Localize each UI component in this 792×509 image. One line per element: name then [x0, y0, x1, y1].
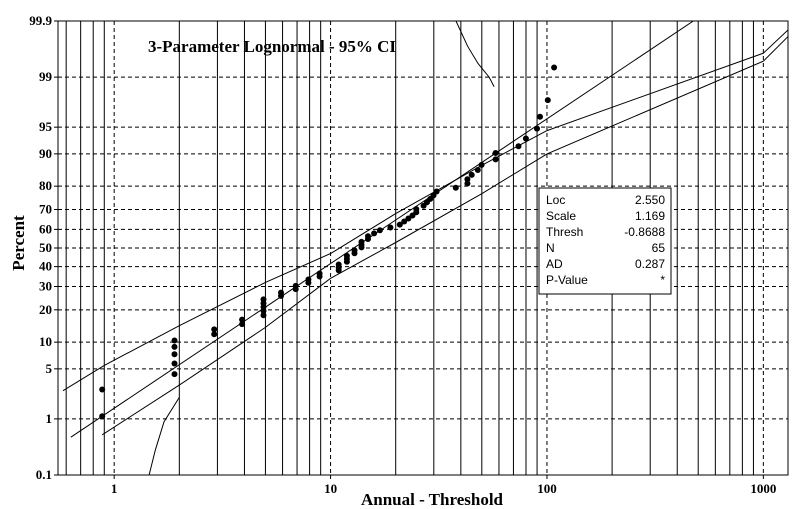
data-point: [171, 337, 178, 344]
y-tick-label: 30: [39, 279, 52, 294]
y-tick-label: 0.1: [36, 467, 52, 482]
stat-label: N: [546, 241, 555, 255]
chart-title: 3-Parameter Lognormal - 95% CI: [148, 37, 396, 56]
y-tick-label: 95: [39, 119, 53, 134]
upper-tail-curve: [455, 21, 495, 87]
data-point: [515, 143, 522, 150]
y-axis-label: Percent: [9, 215, 28, 271]
stat-label: Loc: [546, 193, 565, 207]
grid: [58, 21, 788, 475]
data-point: [171, 343, 178, 350]
data-point: [211, 331, 218, 338]
upper-confidence-bound: [62, 29, 788, 392]
statistics-box: Loc 2.550 Scale 1.169 Thresh -0.8688 N 65 AD 0.28…: [538, 187, 672, 295]
stat-value: -0.8688: [624, 225, 665, 239]
data-point: [358, 238, 365, 245]
stat-label: Thresh: [546, 225, 583, 239]
stat-value: 0.287: [635, 257, 665, 271]
data-point: [278, 289, 284, 296]
data-point: [351, 247, 358, 254]
data-point: [171, 360, 178, 367]
data-point: [99, 386, 106, 393]
data-point: [492, 156, 499, 163]
data-point: [522, 135, 529, 142]
data-point: [405, 215, 412, 222]
y-tick-label: 60: [39, 221, 52, 236]
data-point: [292, 282, 299, 289]
data-point: [396, 221, 403, 228]
data-point: [413, 206, 420, 213]
data-point: [387, 224, 394, 231]
data-point: [171, 371, 178, 378]
data-point: [544, 97, 551, 104]
data-point: [433, 188, 440, 195]
x-tick-label: 1: [111, 481, 118, 496]
data-point: [537, 113, 543, 120]
data-point: [371, 230, 378, 237]
data-point: [260, 296, 267, 303]
data-point: [305, 276, 312, 283]
data-point: [239, 321, 246, 328]
x-tick-label: 10: [324, 481, 337, 496]
y-tick-label: 1: [46, 411, 53, 426]
data-point: [171, 351, 178, 358]
y-tick-label: 50: [39, 240, 52, 255]
tick-labels: 1 10 100 1000 0.1 1 5 10 20 30 40 50 60 70 80 90 95 99 99.…: [29, 13, 776, 496]
data-point: [99, 413, 106, 420]
stat-label: AD: [546, 257, 563, 271]
data-point: [474, 167, 481, 173]
data-point: [401, 218, 408, 225]
x-tick-label: 1000: [750, 481, 776, 496]
lower-confidence-bound: [101, 36, 788, 436]
stat-value: 1.169: [635, 209, 665, 223]
x-axis-label: Annual - Threshold: [361, 490, 504, 509]
data-point: [464, 180, 471, 187]
data-point: [492, 150, 499, 156]
data-point: [468, 171, 475, 178]
data-point: [260, 312, 267, 319]
stat-label: P-Value: [546, 273, 588, 287]
y-tick-label: 70: [39, 201, 52, 216]
x-tick-label: 100: [537, 481, 557, 496]
stat-value: 65: [652, 241, 666, 255]
data-point: [551, 64, 558, 71]
data-point: [376, 227, 383, 234]
y-tick-label: 99.9: [29, 13, 52, 28]
y-tick-label: 5: [46, 361, 53, 376]
data-point: [452, 184, 459, 191]
data-point: [211, 326, 218, 333]
y-tick-label: 99: [39, 69, 53, 84]
y-tick-label: 10: [39, 334, 52, 349]
data-point: [239, 316, 246, 323]
data-points: [99, 64, 558, 420]
data-point: [478, 161, 485, 168]
stat-value: 2.550: [635, 193, 665, 207]
data-point: [464, 176, 471, 183]
stat-label: Scale: [546, 209, 576, 223]
data-point: [316, 270, 323, 277]
stat-value: *: [660, 273, 665, 287]
y-tick-label: 80: [39, 178, 52, 193]
data-point: [534, 125, 540, 132]
y-tick-label: 20: [39, 302, 52, 317]
y-tick-label: 90: [39, 146, 52, 161]
y-tick-label: 40: [39, 259, 52, 274]
statistics-box-frame: [538, 187, 672, 295]
data-point: [365, 233, 371, 240]
data-point: [343, 252, 350, 259]
data-point: [335, 261, 342, 268]
lower-tail-curve: [148, 397, 180, 475]
